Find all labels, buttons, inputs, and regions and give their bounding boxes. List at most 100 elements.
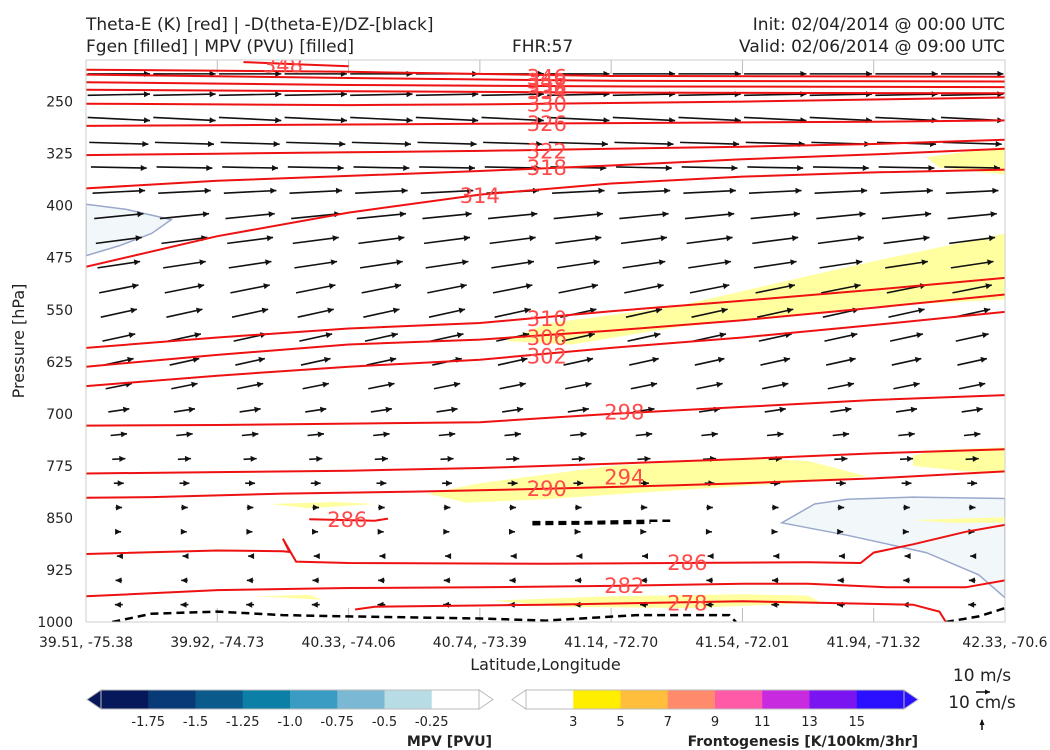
wind-arrow [748,187,802,194]
wind-arrow-head [593,259,600,266]
title-line2-left: Fgen [filled] | MPV (PVU) [filled] [86,37,355,57]
wind-arrow-head [793,211,800,218]
wind-arrow-head [327,307,334,314]
wind-key: 10 m/s 10 cm/s [948,666,1016,730]
wind-arrow-shaft [218,93,282,97]
wind-arrow-shaft [295,284,336,294]
wind-arrow [220,141,280,147]
wind-arrow-head [645,431,653,438]
wind-arrow-head [903,504,910,511]
contour-label-326: 326 [527,112,567,136]
wind-arrow [639,480,649,487]
wind-arrow-head [652,356,659,363]
wind-arrow-head [468,165,475,171]
wind-arrow-head [575,504,582,511]
wind-arrow-head [839,480,846,487]
wind-arrow-head [275,117,282,124]
wind-arrow-shaft [90,166,147,169]
wind-arrow [350,116,413,124]
wind-arrow [571,455,585,462]
wind-arrow-shaft [950,260,994,269]
wind-arrow-shaft [684,212,735,220]
wind-arrow [747,165,804,171]
wind-arrow-shaft [92,189,146,194]
wind-arrow-shaft [230,284,270,294]
wind-arrow-shaft [166,308,203,318]
contour-label-318: 318 [527,156,567,180]
wind-arrow [440,455,454,462]
wind-arrow-head [335,187,342,194]
theta-e-contour-278 [354,600,947,622]
wind-arrow-shaft [483,141,543,145]
wind-arrow-head [143,91,150,98]
wind-arrow [958,381,986,390]
fgen-region [427,458,868,503]
wind-arrow-head [771,528,778,535]
wind-arrow-head [588,332,595,339]
theta-e-contour-334 [86,88,1005,95]
wind-arrow-head [728,211,735,218]
wind-arrow-shaft [748,189,802,194]
x-tick-label: 39.51, -75.38 [39,635,133,651]
wind-arrow [898,431,915,438]
wind-arrow-shaft [420,189,474,194]
contour-label-294: 294 [604,466,644,490]
wind-arrow-head [642,480,649,487]
wind-arrow-head [644,455,651,462]
wind-arrow-head [640,577,647,584]
wind-arrow [771,504,779,511]
contour-label-314: 314 [460,184,500,208]
contour-label-306: 306 [527,326,567,350]
wind-arrow [834,455,848,462]
wind-arrow [419,165,475,171]
mpv-colorbar-title: MPV [PVU] [407,734,492,750]
wind-arrow-shaft [750,212,800,220]
wind-arrow-head [857,235,864,242]
mpv-colorbar-tick-label: -1.5 [183,715,208,730]
x-tick-label: 39.92, -74.73 [170,635,264,651]
wind-arrow-head [184,455,191,462]
theta-e-contour-310 [86,276,1005,349]
wind-arrow [353,165,410,171]
wind-arrow-head [987,259,994,266]
wind-arrow [445,553,452,560]
wind-arrow-head [903,577,910,584]
wind-arrow-head [317,431,324,438]
contour-label-298: 298 [604,400,644,424]
wind-arrow-head [392,307,400,314]
wind-arrow-shaft [350,116,413,122]
wind-arrow-head [325,332,333,339]
wind-arrow-head [209,117,216,124]
wind-arrow-head [138,187,146,194]
wind-arrow [239,406,261,413]
wind-arrow [885,259,928,269]
wind-arrow-head [379,553,386,560]
wind-arrow-shaft [814,189,868,194]
wind-arrow-head [196,307,203,314]
wind-arrow-shaft [95,236,142,245]
mpv-colorbar-frame [100,689,480,710]
y-tick-label: 700 [46,407,73,423]
wind-arrow [635,431,653,438]
x-tick-label: 41.14, -72.70 [564,635,658,651]
wind-arrow-head [790,259,797,266]
wind-arrow-head [913,381,920,388]
wind-arrow-shaft [555,236,602,245]
wind-arrow [691,307,728,318]
wind-arrow-head [795,187,802,194]
wind-arrow-head [401,187,408,194]
wind-arrow-shaft [361,284,402,294]
mpv-colorbar-tick-label: -0.5 [372,715,397,730]
wind-arrow-head [319,406,327,413]
wind-arrow [752,235,799,245]
wind-arrow-head [669,117,676,124]
wind-arrow [771,577,779,584]
wind-arrow-head [968,577,975,584]
wind-arrow [640,504,648,511]
fgen-colorbar-min-triangle [511,689,527,710]
wind-arrow [228,259,272,269]
wind-arrow [114,601,123,608]
wind-arrow-head [838,553,845,560]
wind-arrow [313,553,320,560]
wind-arrow-head [662,211,669,218]
